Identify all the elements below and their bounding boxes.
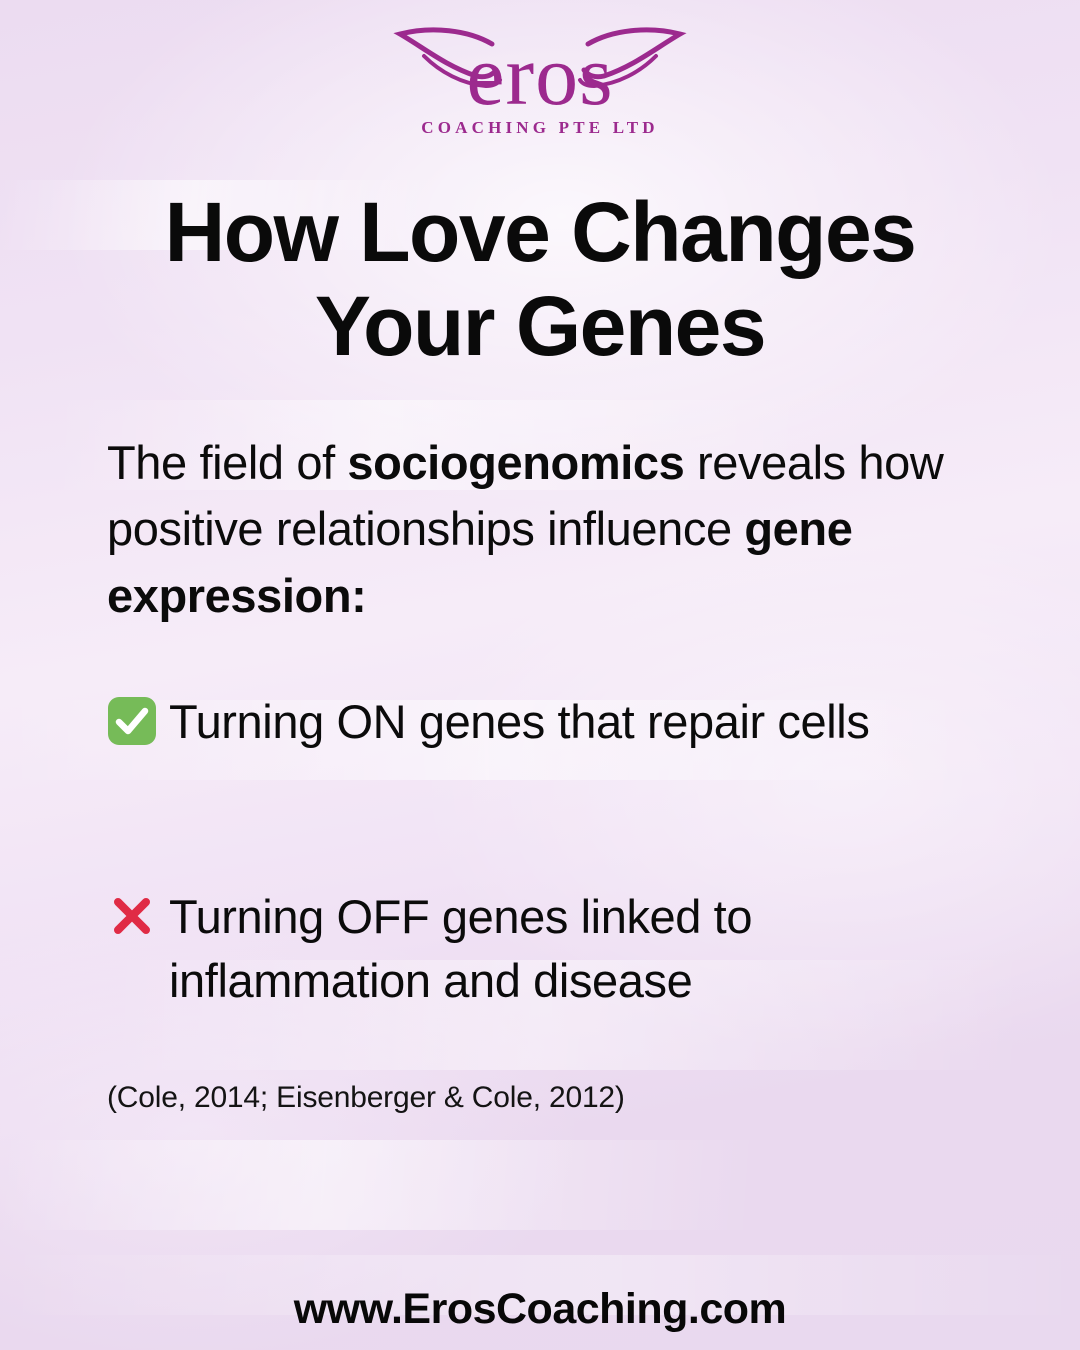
headline-line-2: Your Genes <box>314 279 767 374</box>
headline-line-1: How Love Changes <box>164 185 917 279</box>
paragraph-part-1: The field of <box>107 436 348 489</box>
paragraph-bold-1: sociogenomics <box>347 436 685 489</box>
wings-icon <box>393 27 687 89</box>
paragraph-bold-2: gene expression: <box>107 502 853 622</box>
check-mark-button-icon <box>107 690 159 746</box>
intro-paragraph: The field of sociogenomics reveals how p… <box>107 430 987 629</box>
paragraph-part-2: reveals how positive relationships influ… <box>107 436 944 556</box>
brand-logo: eros COACHING PTE LTD <box>0 14 1080 154</box>
website-url[interactable]: www.ErosCoaching.com <box>293 1285 787 1333</box>
citation-text: (Cole, 2014; Eisenberger & Cole, 2012) <box>107 1081 625 1114</box>
list-item-label: Turning OFF genes linked to inflammation… <box>169 890 753 1007</box>
list-item-label: Turning ON genes that repair cells <box>169 695 870 748</box>
brand-wordmark: eros <box>466 27 614 123</box>
cross-mark-icon <box>107 885 159 941</box>
list-item: Turning ON genes that repair cells <box>107 690 987 754</box>
list-item: Turning OFF genes linked to inflammation… <box>107 885 987 1013</box>
brand-tagline: COACHING PTE LTD <box>421 118 659 137</box>
page-title: How Love Changes Your Genes <box>60 185 1020 373</box>
